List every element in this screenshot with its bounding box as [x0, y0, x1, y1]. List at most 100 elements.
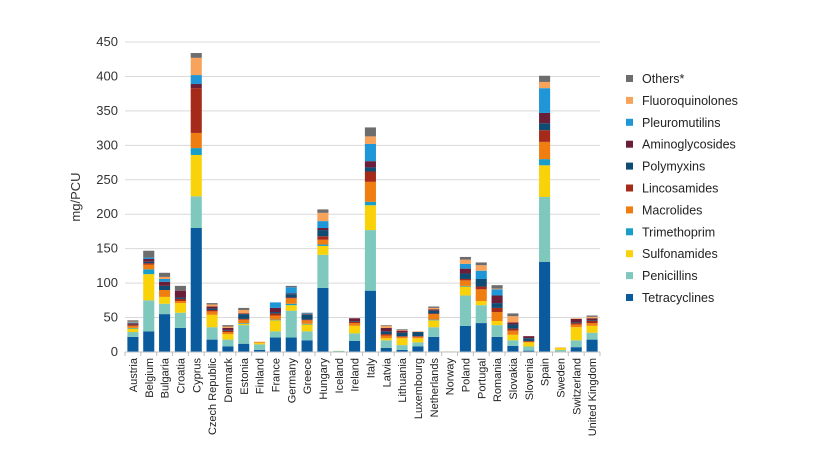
bar-stack	[222, 325, 234, 352]
legend-swatch	[626, 75, 633, 82]
x-tick-label: France	[270, 358, 282, 392]
bar-segment-lincosamides	[301, 319, 313, 321]
bar-segment-trimethoprim	[285, 303, 297, 306]
bar-segment-aminoglycosides	[428, 309, 440, 311]
bar-segment-sulfonamides	[254, 343, 266, 345]
bar-segment-aminoglycosides	[380, 327, 392, 332]
bar-segment-penicillins	[143, 300, 155, 332]
bar-segment-sulfonamides	[364, 205, 376, 231]
bar-segment-polymyxins	[317, 230, 329, 237]
bar-segment-tetracyclines	[285, 337, 297, 352]
bar-segment-penicillins	[317, 254, 329, 288]
x-tick-label: Bulgaria	[160, 357, 172, 398]
legend-item: Trimethoprim	[626, 225, 715, 239]
bar-segment-penicillins	[349, 333, 361, 341]
x-tick-label: Lithuania	[397, 357, 409, 403]
bar-segment-macrolides	[412, 336, 424, 339]
legend-swatch	[626, 96, 633, 104]
legend-label: Macrolides	[642, 203, 702, 217]
bar-segment-trimethoprim	[459, 285, 471, 287]
bar-stack	[570, 318, 582, 352]
bar-segment-aminoglycosides	[523, 336, 535, 339]
x-tick-label: Luxembourg	[413, 358, 425, 419]
bar-segment-fluoroquinolones	[412, 331, 424, 333]
bar-segment-polymyxins	[349, 321, 361, 322]
bar-segment-pleuromutilins	[539, 88, 551, 113]
x-tick-label: Czech Republic	[207, 358, 219, 436]
bar-segment-aminoglycosides	[570, 318, 582, 323]
bar-segment-pleuromutilins	[127, 322, 139, 324]
bar-segment-penicillins	[159, 303, 171, 315]
x-tick-label: Iceland	[334, 358, 346, 393]
bar-segment-fluoroquinolones	[459, 259, 471, 264]
bar-segment-others	[159, 272, 171, 277]
x-tick-label: Denmark	[223, 358, 235, 403]
bar-segment-polymyxins	[507, 324, 519, 329]
bar-segment-pleuromutilins	[143, 257, 155, 259]
bar-segment-polymyxins	[143, 261, 155, 264]
bar-segment-macrolides	[174, 301, 186, 304]
bar-stack	[523, 336, 535, 352]
bar-segment-macrolides	[222, 332, 234, 335]
bar-segment-lincosamides	[586, 321, 598, 324]
legend-label: Others*	[642, 72, 685, 86]
bar-segment-penicillins	[238, 325, 250, 344]
legend-label: Fluoroquinolones	[642, 94, 738, 108]
bar-segment-others	[143, 250, 155, 258]
bar-segment-polymyxins	[475, 278, 487, 287]
bar-segment-pleuromutilins	[269, 302, 281, 308]
bar-segment-others	[459, 256, 471, 260]
bar-segment-sulfonamides	[301, 324, 313, 332]
bar-segment-aminoglycosides	[269, 307, 281, 313]
x-tick-label: Switzerland	[571, 358, 583, 415]
x-tick-label: Germany	[286, 358, 298, 404]
bar-segment-penicillins	[333, 350, 345, 352]
y-tick-label: 0	[111, 344, 118, 359]
bar-segment-pleuromutilins	[317, 221, 329, 228]
bar-segment-polymyxins	[380, 331, 392, 335]
bar-segment-pleuromutilins	[159, 278, 171, 282]
bar-segment-macrolides	[475, 289, 487, 302]
bar-segment-lincosamides	[380, 334, 392, 336]
bar-segment-aminoglycosides	[127, 323, 139, 324]
bar-segment-penicillins	[269, 331, 281, 338]
y-tick-label: 400	[96, 68, 118, 83]
bar-segment-polymyxins	[127, 323, 139, 325]
bar-segment-others	[174, 285, 186, 291]
bar-segment-macrolides	[269, 315, 281, 320]
bar-stack	[507, 313, 519, 352]
bar-segment-fluoroquinolones	[222, 326, 234, 328]
bar-segment-lincosamides	[317, 236, 329, 240]
bar-segment-penicillins	[475, 305, 487, 324]
bar-segment-aminoglycosides	[586, 318, 598, 321]
bar-segment-lincosamides	[396, 336, 408, 337]
bar-segment-tetracyclines	[475, 323, 487, 352]
bar-segment-penicillins	[570, 340, 582, 348]
x-tick-label: Sweden	[555, 358, 567, 398]
bar-segment-macrolides	[238, 319, 250, 324]
bar-segment-pleuromutilins	[459, 263, 471, 269]
bar-segment-tetracyclines	[159, 314, 171, 352]
y-tick-label: 350	[96, 103, 118, 118]
legend-swatch	[626, 272, 633, 280]
bar-segment-sulfonamides	[349, 325, 361, 334]
bar-segment-tetracyclines	[412, 346, 424, 352]
bar-segment-macrolides	[254, 342, 266, 344]
bar-segment-fluoroquinolones	[475, 265, 487, 271]
y-tick-label: 200	[96, 206, 118, 221]
bar-segment-trimethoprim	[428, 319, 440, 321]
bar-segment-lincosamides	[190, 88, 202, 133]
y-axis-ticks: 0 50 100 150 200 250 300 350 400 450	[96, 34, 118, 359]
bar-segment-penicillins	[459, 295, 471, 326]
bar-segment-fluoroquinolones	[539, 81, 551, 89]
bar-segment-polymyxins	[523, 338, 535, 341]
bar-segment-penicillins	[301, 331, 313, 341]
bar-segment-sulfonamides	[539, 165, 551, 197]
bar-segment-pleuromutilins	[364, 143, 376, 162]
bar-segment-fluoroquinolones	[317, 212, 329, 222]
bar-segment-fluoroquinolones	[364, 136, 376, 144]
bar-segment-trimethoprim	[127, 327, 139, 329]
bar-segment-aminoglycosides	[507, 322, 519, 325]
x-tick-label: Finland	[255, 358, 267, 394]
bar-segment-macrolides	[143, 264, 155, 270]
